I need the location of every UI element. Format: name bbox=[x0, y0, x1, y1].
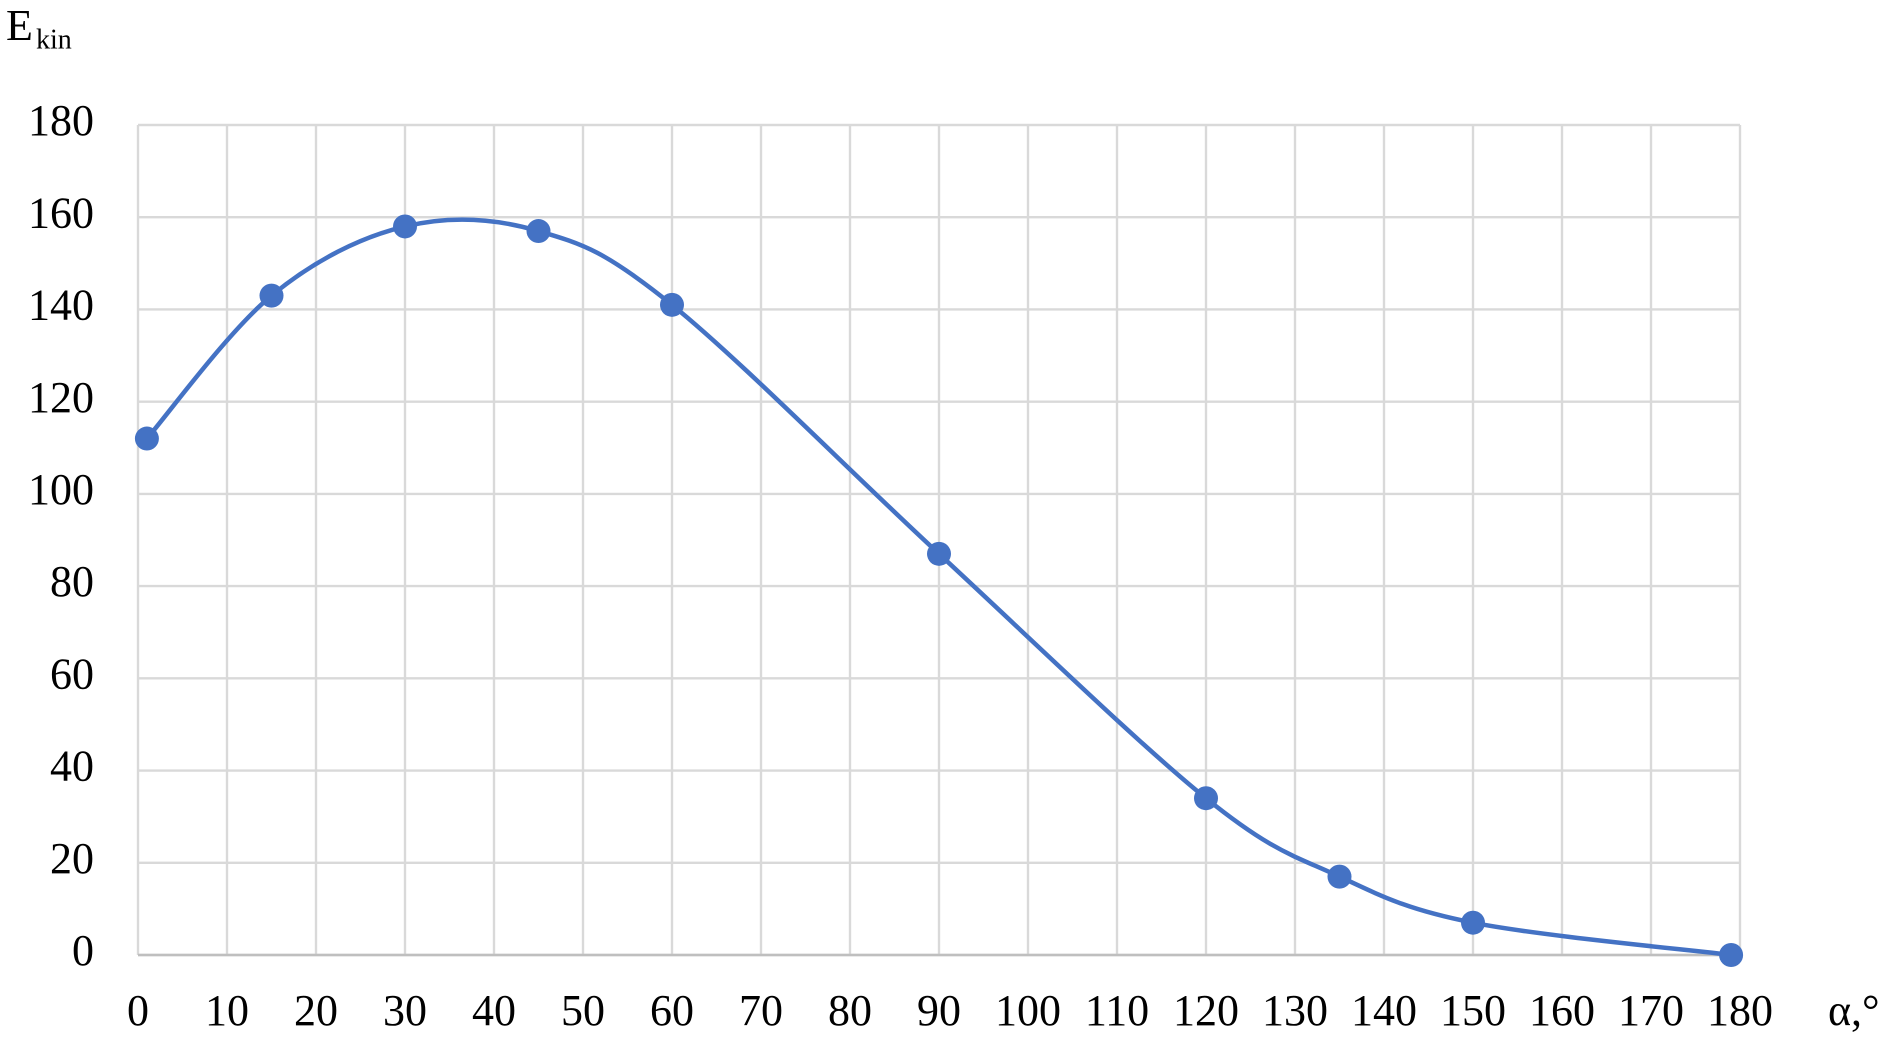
y-tick-label: 20 bbox=[50, 834, 94, 883]
y-tick-label: 100 bbox=[28, 465, 94, 514]
x-tick-label: 80 bbox=[828, 986, 872, 1035]
marker bbox=[660, 292, 684, 317]
x-tick-label: 170 bbox=[1618, 986, 1684, 1035]
y-tick-label: 160 bbox=[28, 188, 94, 237]
y-axis-label-subscript: kin bbox=[36, 24, 72, 55]
x-tick-label: 110 bbox=[1085, 986, 1149, 1035]
marker bbox=[1719, 943, 1744, 967]
y-axis-label: E bbox=[6, 1, 33, 50]
x-tick-label: 100 bbox=[995, 986, 1061, 1035]
y-tick-label: 140 bbox=[28, 281, 94, 330]
y-tick-label: 60 bbox=[50, 649, 94, 698]
marker bbox=[134, 426, 159, 451]
marker bbox=[1327, 864, 1352, 889]
y-tick-label: 80 bbox=[50, 557, 94, 606]
marker bbox=[927, 541, 951, 566]
x-tick-label: 180 bbox=[1707, 986, 1773, 1035]
x-tick-label: 0 bbox=[127, 986, 149, 1035]
x-tick-label: 70 bbox=[739, 986, 783, 1035]
y-tick-label: 180 bbox=[28, 96, 94, 145]
marker bbox=[259, 283, 284, 308]
x-tick-label: 160 bbox=[1529, 986, 1595, 1035]
marker bbox=[1461, 910, 1485, 935]
x-tick-label: 60 bbox=[650, 986, 694, 1035]
x-tick-label: 150 bbox=[1440, 986, 1506, 1035]
y-tick-label: 40 bbox=[50, 742, 94, 791]
x-tick-label: 40 bbox=[472, 986, 516, 1035]
marker bbox=[393, 214, 417, 239]
y-tick-label: 120 bbox=[28, 373, 94, 422]
line bbox=[145, 217, 1732, 958]
x-tick-label: 10 bbox=[205, 986, 249, 1035]
x-tick-label: 130 bbox=[1262, 986, 1328, 1035]
marker bbox=[526, 219, 551, 244]
marker bbox=[1194, 786, 1218, 811]
x-tick-label: 20 bbox=[294, 986, 338, 1035]
x-tick-label: 30 bbox=[383, 986, 427, 1035]
x-tick-label: 120 bbox=[1173, 986, 1239, 1035]
x-tick-label: 140 bbox=[1351, 986, 1417, 1035]
x-axis-label: α,° bbox=[1828, 986, 1880, 1035]
x-tick-label: 90 bbox=[917, 986, 961, 1035]
y-tick-label: 0 bbox=[72, 926, 94, 975]
x-tick-label: 50 bbox=[561, 986, 605, 1035]
